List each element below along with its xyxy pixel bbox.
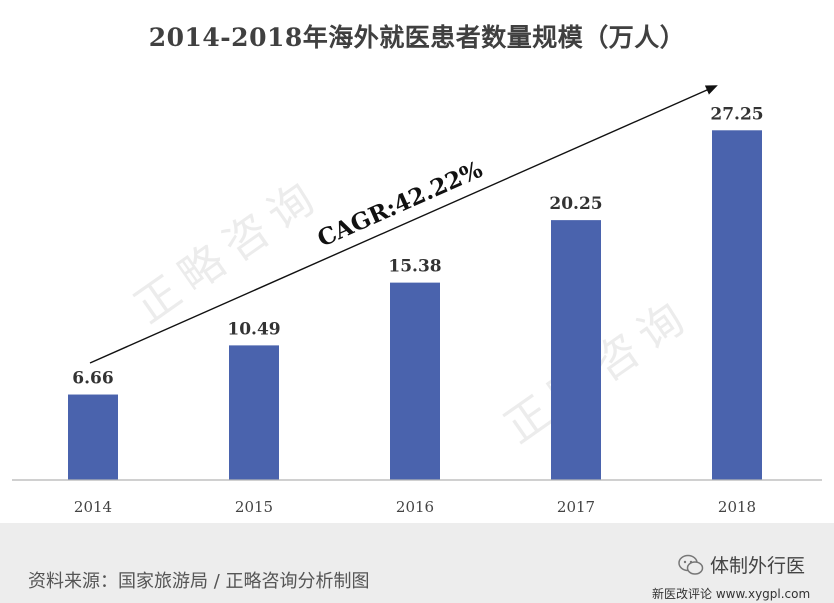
- data-label-2014: 6.66: [72, 369, 113, 389]
- bar-2017: [551, 220, 601, 480]
- data-label-2018: 27.25: [710, 104, 763, 124]
- cagr-arrow: [89, 85, 718, 364]
- bar-2014: [68, 394, 118, 480]
- bar-2015: [229, 345, 279, 480]
- chart-title: 2014-2018年海外就医患者数量规模（万人）: [148, 23, 686, 52]
- data-label-2017: 20.25: [549, 194, 602, 214]
- data-label-2015: 10.49: [227, 319, 280, 339]
- tick-label-2014: 2014: [74, 498, 112, 516]
- cagr-annotation: CAGR:42.22%: [313, 156, 486, 253]
- source-note: 资料来源：国家旅游局 / 正略咨询分析制图: [28, 571, 370, 592]
- data-label-2016: 15.38: [388, 257, 441, 277]
- tick-label-2018: 2018: [718, 498, 756, 516]
- bar-2016: [390, 282, 440, 480]
- wechat-icon: [678, 554, 704, 575]
- tick-label-2015: 2015: [235, 498, 273, 516]
- tick-label-2016: 2016: [396, 498, 434, 516]
- chart-area: 正略咨询 正略咨询 2014-2018年海外就医患者数量规模（万人） 20142…: [12, 23, 822, 516]
- tick-label-2017: 2017: [557, 498, 595, 516]
- bar-2018: [712, 130, 762, 480]
- footer: 资料来源：国家旅游局 / 正略咨询分析制图 体制外行医 新医改评论 www.xy…: [0, 523, 834, 603]
- site-text: 新医改评论 www.xygpl.com: [652, 587, 811, 601]
- brand-name: 体制外行医: [710, 555, 806, 577]
- brand: 体制外行医: [678, 551, 805, 578]
- bar-chart: 2014 2015 2016 2017 2018 6.66 10.49 15.38 20.25…: [12, 85, 822, 516]
